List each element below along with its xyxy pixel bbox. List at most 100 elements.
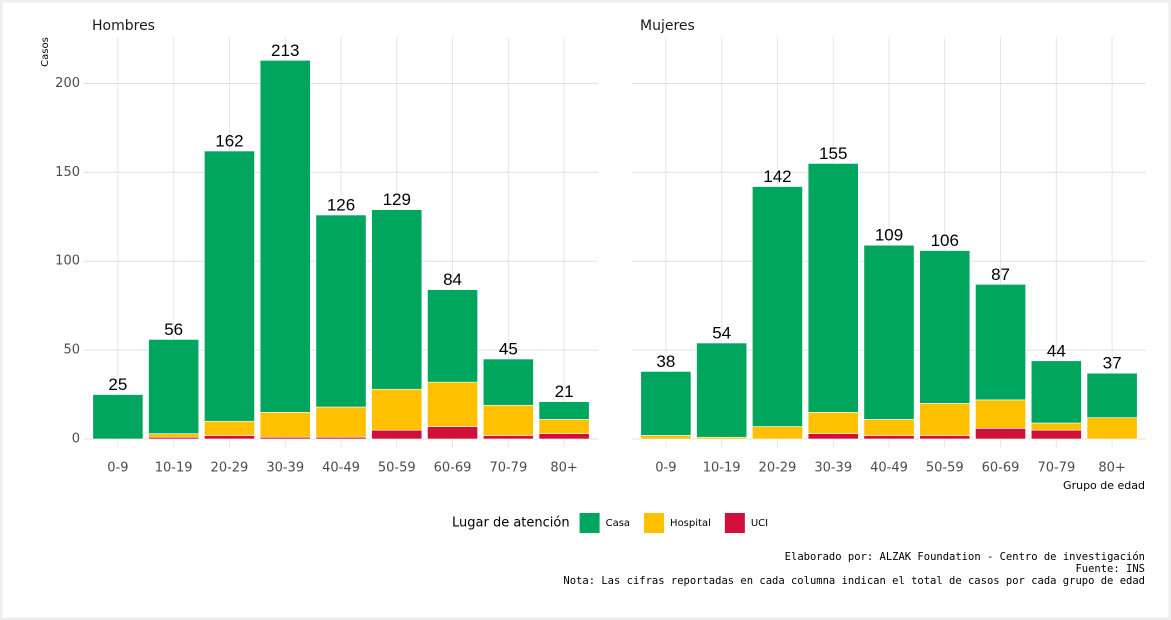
- x-tick-label: 80+: [550, 461, 577, 476]
- bar-segment: [482, 435, 534, 440]
- bar-segment: [315, 214, 367, 408]
- bar-segment: [538, 401, 590, 420]
- bar-segment: [807, 412, 859, 434]
- x-tick-label: 30-39: [814, 461, 852, 476]
- x-tick-label: 30-39: [266, 461, 304, 476]
- bar-segment: [919, 435, 971, 440]
- bar-segment: [863, 435, 915, 440]
- total-label: 126: [327, 195, 355, 214]
- legend-swatch: [579, 513, 600, 533]
- bar-segment: [919, 403, 971, 436]
- x-tick-label: 0-9: [655, 461, 676, 476]
- x-tick-label: 10-19: [155, 461, 193, 476]
- y-tick-label: 50: [63, 343, 80, 358]
- x-tick-label: 50-59: [926, 461, 964, 476]
- bar-segment: [640, 371, 692, 436]
- caption: Fuente: INS: [1075, 563, 1145, 575]
- bar-segment: [148, 433, 200, 438]
- x-tick-label: 20-29: [759, 461, 797, 476]
- bar-segment: [204, 435, 255, 440]
- bar-segment: [538, 419, 590, 434]
- total-label: 84: [443, 270, 462, 289]
- y-tick-label: 100: [55, 254, 80, 269]
- x-axis-title: Grupo de edad: [1063, 479, 1145, 492]
- bar-segment: [640, 435, 692, 440]
- bar-segment: [427, 426, 478, 440]
- total-label: 54: [712, 323, 731, 342]
- bar-segment: [371, 429, 423, 440]
- bar-segment: [1030, 422, 1082, 431]
- bar-segment: [975, 284, 1026, 401]
- bar-segment: [482, 358, 534, 406]
- x-tick-label: 70-79: [1037, 461, 1075, 476]
- legend-swatch: [644, 513, 665, 533]
- bar-segment: [1086, 417, 1138, 440]
- x-tick-label: 60-69: [982, 461, 1020, 476]
- x-tick-label: 20-29: [211, 461, 249, 476]
- total-label: 213: [271, 41, 299, 60]
- panel-title: Mujeres: [640, 18, 695, 34]
- total-label: 44: [1047, 341, 1066, 360]
- panel-title: Hombres: [92, 18, 155, 34]
- bar-segment: [975, 428, 1026, 440]
- bar-segment: [259, 412, 311, 438]
- x-tick-label: 40-49: [870, 461, 908, 476]
- legend-label: Hospital: [670, 518, 711, 529]
- legend-swatch: [724, 513, 745, 533]
- total-label: 109: [875, 226, 903, 245]
- total-label: 129: [383, 190, 411, 209]
- total-label: 45: [499, 339, 518, 358]
- bar-segment: [482, 404, 534, 436]
- bar-segment: [371, 209, 423, 390]
- x-tick-label: 60-69: [434, 461, 472, 476]
- total-label: 162: [215, 131, 243, 150]
- bar-segment: [863, 244, 915, 420]
- bar-segment: [696, 342, 748, 438]
- total-label: 87: [991, 265, 1010, 284]
- bar-segment: [1030, 360, 1082, 424]
- bar-segment: [919, 250, 971, 404]
- x-tick-label: 10-19: [703, 461, 741, 476]
- total-label: 21: [555, 382, 574, 401]
- total-label: 142: [763, 167, 791, 186]
- legend-label: Casa: [606, 518, 630, 529]
- total-label: 37: [1103, 354, 1122, 373]
- caption: Elaborado por: ALZAK Foundation - Centro…: [785, 551, 1145, 563]
- bar-segment: [259, 60, 311, 413]
- y-tick-label: 0: [72, 432, 80, 447]
- legend-label: UCI: [751, 518, 768, 529]
- bar-segment: [315, 406, 367, 438]
- bar-segment: [427, 289, 478, 383]
- bar-segment: [807, 433, 859, 440]
- bar-segment: [975, 399, 1026, 429]
- y-tick-label: 200: [55, 76, 80, 91]
- bar-segment: [204, 150, 255, 422]
- total-label: 38: [656, 352, 675, 371]
- x-tick-label: 50-59: [378, 461, 416, 476]
- caption: Nota: Las cifras reportadas en cada colu…: [563, 575, 1145, 587]
- bar-segment: [538, 433, 590, 440]
- total-label: 106: [931, 231, 959, 250]
- bar-segment: [204, 420, 255, 436]
- total-label: 56: [164, 320, 183, 339]
- bar-segment: [752, 186, 803, 427]
- x-tick-label: 0-9: [107, 461, 128, 476]
- x-tick-label: 80+: [1098, 461, 1125, 476]
- total-label: 155: [819, 144, 847, 163]
- bar-segment: [148, 339, 200, 434]
- bar-segment: [807, 163, 859, 413]
- bar-segment: [427, 381, 478, 427]
- y-tick-label: 150: [55, 165, 80, 180]
- legend-title: Lugar de atención: [452, 516, 570, 531]
- x-tick-label: 70-79: [489, 461, 527, 476]
- total-label: 25: [108, 375, 127, 394]
- y-axis-title: Casos: [40, 37, 51, 67]
- bar-segment: [1030, 429, 1082, 440]
- bar-segment: [92, 394, 144, 440]
- bar-segment: [371, 388, 423, 431]
- bar-segment: [752, 426, 803, 440]
- bar-segment: [863, 419, 915, 436]
- x-tick-label: 40-49: [322, 461, 360, 476]
- bar-segment: [1086, 372, 1138, 418]
